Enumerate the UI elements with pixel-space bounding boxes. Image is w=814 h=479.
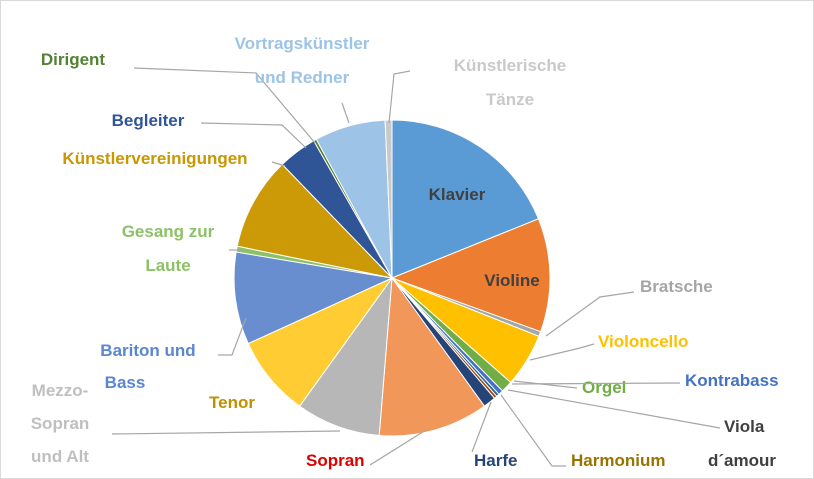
slice-label: Bratsche [640,277,713,296]
leader-line [388,70,411,124]
leader-line [500,394,566,467]
leader-line [200,122,307,149]
leader-line [218,317,247,356]
leader-line [529,343,595,361]
slice-label: Dirigent [41,50,106,69]
leader-line [271,161,286,167]
slice-label: Künstlervereinigungen [62,149,247,168]
leader-line [341,102,350,124]
pie-slice [390,218,551,333]
slice-label: Tenor [209,393,255,412]
pie-slice [233,251,394,345]
slice-label: Harmonium [571,451,665,470]
slice-label: Begleiter [112,111,185,130]
slice-label: Mezzo-Sopran und Alt [31,381,90,466]
slice-label: Bariton und Bass [100,341,195,392]
slice-label: Vortragskünstler und Redner [235,34,370,87]
slice-label: Künstlerische Tänze [454,56,566,109]
pie-slice [384,119,393,279]
leader-line [471,401,492,453]
slice-label: Sopran [306,451,365,470]
leader-line [507,389,721,429]
leader-line [133,67,316,144]
pie-slice [378,276,486,437]
slice-label: Kontrabass [685,371,779,390]
leader-line [545,291,635,337]
slice-label: Violoncello [598,332,688,351]
slice-label: Gesang zur Laute [122,222,215,275]
slice-label: Violine [484,271,539,290]
slice-label: Orgel [582,378,626,397]
slice-label: Klavier [429,185,486,204]
slice-label: Viola d´amour [708,417,776,470]
leader-line [513,380,578,389]
pie-slice [298,276,393,437]
pie-slice [236,163,394,279]
leader-line [111,430,341,435]
leader-line [511,382,681,385]
leader-line [369,429,427,466]
pie-slice [391,119,540,279]
slice-label: Harfe [474,451,517,470]
